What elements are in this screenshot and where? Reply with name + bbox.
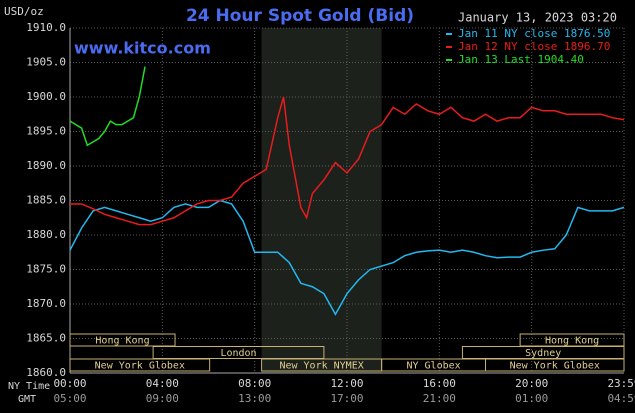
session-label: Hong Kong: [545, 336, 599, 347]
x-tick-label: 08:00: [238, 377, 271, 390]
session-box: [69, 333, 176, 347]
legend-label: Jan 13 Last 1904.40: [458, 53, 584, 66]
x2-tick-label: 04:59: [607, 392, 635, 405]
y-tick-label: 1885.0: [26, 194, 66, 207]
x2-tick-label: 17:00: [330, 392, 363, 405]
session-label: New York NYMEX: [279, 361, 363, 372]
price-line: [69, 66, 146, 147]
x2-tick-label: 05:00: [53, 392, 86, 405]
x2-tick-label: 09:00: [146, 392, 179, 405]
x-tick-label: 12:00: [330, 377, 363, 390]
y-axis-label: USD/oz: [4, 5, 44, 18]
session-label: London: [220, 348, 256, 359]
session-box: [69, 358, 211, 372]
y-tick-label: 1875.0: [26, 263, 66, 276]
chart-title: 24 Hour Spot Gold (Bid): [186, 6, 414, 26]
x-axis-label: NY Time: [8, 381, 50, 392]
x-tick-label: 23:59: [607, 377, 635, 390]
x2-tick-label: 13:00: [238, 392, 271, 405]
nymex-shade: [261, 28, 382, 373]
x-tick-label: 00:00: [53, 377, 86, 390]
y-tick-label: 1865.0: [26, 332, 66, 345]
x-tick-label: 20:00: [515, 377, 548, 390]
y-tick-label: 1910.0: [26, 21, 66, 34]
x2-axis-label: GMT: [18, 394, 36, 405]
price-line: [70, 96, 625, 226]
y-tick-label: 1905.0: [26, 56, 66, 69]
legend-label: Jan 11 NY close 1876.50: [458, 27, 610, 40]
session-label: New York Globex: [95, 361, 185, 372]
watermark: www.kitco.com: [74, 39, 211, 58]
timestamp: January 13, 2023 03:20: [458, 11, 617, 25]
price-line: [69, 199, 625, 316]
y-tick-label: 1880.0: [26, 228, 66, 241]
session-box: [152, 346, 325, 359]
x-tick-label: 16:00: [423, 377, 456, 390]
session-label: New York Globex: [510, 361, 600, 372]
x-tick-label: 04:00: [146, 377, 179, 390]
legend-label: Jan 12 NY close 1896.70: [458, 40, 610, 53]
session-label: Hong Kong: [95, 336, 149, 347]
session-box: [485, 358, 625, 372]
y-tick-label: 1890.0: [26, 159, 66, 172]
session-label: NY Globex: [406, 361, 460, 372]
session-label: Sydney: [525, 348, 561, 359]
y-tick-label: 1870.0: [26, 297, 66, 310]
x2-tick-label: 21:00: [423, 392, 456, 405]
y-tick-label: 1860.0: [26, 366, 66, 379]
x2-tick-label: 01:00: [515, 392, 548, 405]
y-tick-label: 1900.0: [26, 90, 66, 103]
y-tick-label: 1895.0: [26, 125, 66, 138]
